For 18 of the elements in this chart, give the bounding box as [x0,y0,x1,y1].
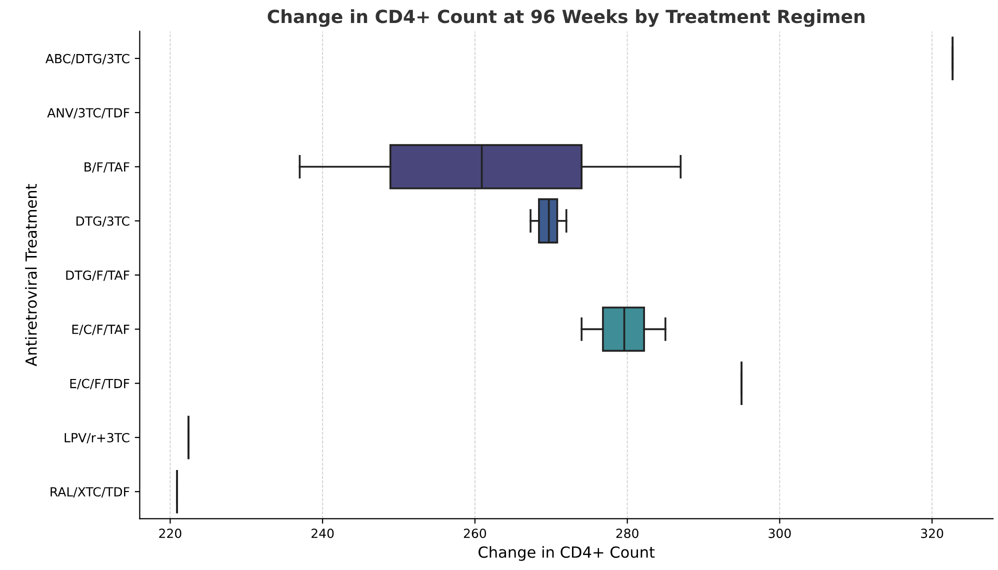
x-tick-label: 300 [768,528,791,538]
y-tick-label: LPV/r+3TC [64,432,130,444]
y-tick-label: DTG/F/TAF [66,270,130,281]
y-tick-label: DTG/3TC [76,216,130,227]
x-axis-title: Change in CD4+ Count [478,546,655,561]
x-tick-label: 280 [616,528,638,538]
x-tick-label: 320 [921,528,944,538]
x-tick-label: 260 [464,528,486,538]
x-tick-label: 240 [312,528,334,538]
y-tick-label: B/F/TAF [84,162,130,173]
y-tick-label: ANV/3TC/TDF [47,108,130,118]
chart-title: Change in CD4+ Count at 96 Weeks by Treatment Regimen [268,9,864,27]
y-tick-label: ABC/DTG/3TC [46,54,130,64]
y-axis-title: Antiretroviral Treatment [25,184,37,366]
y-tick-label: E/C/F/TDF [70,378,130,390]
y-tick-label: E/C/F/TAF [72,324,130,336]
y-tick-label: RAL/XTC/TDF [50,487,130,498]
x-tick-label: 220 [159,528,182,538]
